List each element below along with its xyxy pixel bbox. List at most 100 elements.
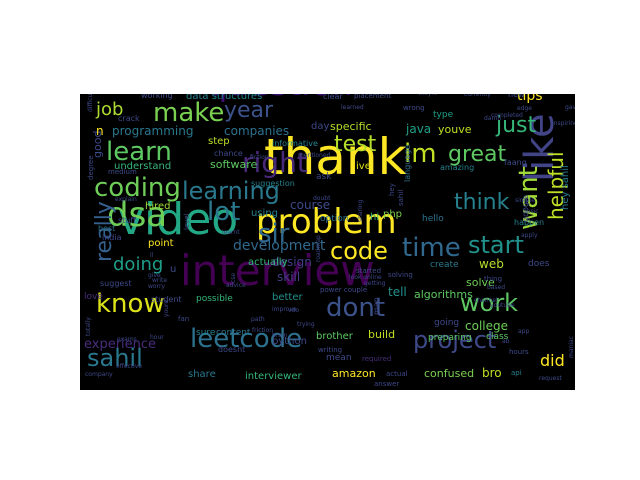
word-sahil-big: sahil [87, 343, 143, 372]
word-best: best [98, 223, 116, 233]
word-brother: brother [316, 331, 353, 342]
word-improve: improve [272, 306, 297, 314]
word-doing: doing [113, 253, 164, 275]
word-faang: faang [504, 157, 527, 167]
word-hour: hour [150, 334, 164, 342]
word-interviewer: interviewer [245, 371, 302, 382]
word-india: india [102, 232, 122, 242]
word-ive: ive [356, 161, 371, 172]
word-suggestion: suggestion [251, 178, 295, 188]
word-job: job [96, 98, 124, 120]
word-student: student [151, 294, 182, 304]
word-cse: cse [230, 272, 237, 283]
word-writing: writing [318, 346, 343, 355]
word-coding: coding [94, 173, 181, 204]
word-hey-sahil: hey sahil [560, 165, 571, 210]
word-learnt: learnt [222, 229, 240, 237]
word-project: project [413, 325, 497, 354]
word-development: development [233, 237, 326, 254]
word-give: give [148, 272, 161, 280]
word-youtube: youtube [490, 302, 515, 310]
word-problem: problem [256, 201, 397, 242]
word-channel: channel [474, 297, 498, 305]
word-build: build [368, 328, 396, 342]
word-hey: hey [388, 183, 396, 196]
word-company: company [85, 371, 113, 379]
word-fiction: fiction [250, 154, 269, 162]
word-day: day [311, 121, 330, 132]
word-doesnt: doesnt [218, 344, 246, 354]
word-crack: crack [118, 113, 140, 123]
word-video: video [118, 193, 239, 245]
word-right: right [242, 145, 308, 179]
word-learning: learning [182, 176, 280, 205]
word-maniac: maniac [568, 336, 575, 358]
word-doubt: doubt [313, 195, 331, 203]
word-stuff: stuff [118, 215, 136, 225]
word-learn: learn [106, 137, 172, 168]
word-medium: medium [108, 168, 137, 177]
word-class: class [486, 331, 509, 342]
word-year: year [224, 98, 274, 124]
word-know: know [96, 289, 165, 320]
word-clear: clear [323, 94, 343, 101]
word-option: option [320, 213, 349, 224]
word-level: level [183, 213, 191, 230]
word-mean: mean [326, 352, 352, 363]
word-ask: ask [316, 171, 332, 182]
word-request: request [539, 375, 562, 383]
word-power-couple: power couple [320, 286, 368, 295]
word-ab: ab [502, 338, 510, 346]
word-lot: lot [207, 197, 241, 228]
word-actual: actual [386, 370, 408, 379]
word-start: start [468, 230, 524, 259]
word-im: im [404, 139, 437, 170]
word-love: love [84, 291, 103, 302]
word-understand: understand [114, 161, 172, 172]
word-type: type [433, 109, 454, 120]
word-totally: totally [85, 317, 92, 336]
word-sure: sure [196, 327, 216, 338]
word-new: new [508, 94, 525, 99]
word-solve: solve [466, 276, 495, 290]
word-leetcode: leetcode [190, 324, 303, 355]
word-fan: fan [178, 315, 190, 324]
word-vdo: vdo [288, 307, 300, 315]
word-solving: solving [388, 271, 413, 280]
word-informative: informative [272, 138, 318, 148]
word-share: share [188, 369, 216, 380]
word-sharing: sharing [357, 199, 364, 222]
word-trying: trying [297, 321, 315, 329]
word-data-structures: data structures [186, 94, 263, 102]
word-degree: degree [87, 155, 95, 180]
word-java: java [406, 122, 432, 137]
word-preparing: preparing [428, 332, 472, 343]
word-content: content [216, 327, 251, 338]
word-hired: hired [145, 201, 171, 212]
word-learned: learned [341, 104, 364, 112]
word-roadmap: roadmap [315, 235, 322, 262]
word-software: software [210, 158, 258, 172]
word-sahil-small: sahil [397, 189, 405, 206]
word-make: make [153, 98, 225, 129]
word-happen: happen [514, 217, 545, 227]
word-exams: exams [117, 336, 137, 344]
word-explain: explain [115, 196, 137, 204]
word-hi: hi [370, 212, 380, 223]
word-difficult: difficult [87, 94, 94, 112]
word-dsa: dsa [107, 194, 168, 235]
word-tell: tell [388, 285, 407, 300]
word-ll: ll [150, 252, 154, 260]
word-u: u [170, 264, 177, 275]
word-youre: youre [163, 299, 170, 317]
word-question: question [206, 94, 353, 101]
word-cloud-canvas: thankvideointerviewquestionproblemlikeds… [80, 94, 575, 390]
word-placement: placement [354, 94, 392, 101]
word-companies: companies [224, 124, 290, 139]
word-step: step [208, 136, 230, 147]
word-time: time [402, 233, 461, 264]
word-edge: edge [517, 105, 532, 113]
word-youve: youve [438, 123, 472, 137]
word-skill: skill [277, 270, 301, 285]
word-better: better [272, 292, 303, 303]
